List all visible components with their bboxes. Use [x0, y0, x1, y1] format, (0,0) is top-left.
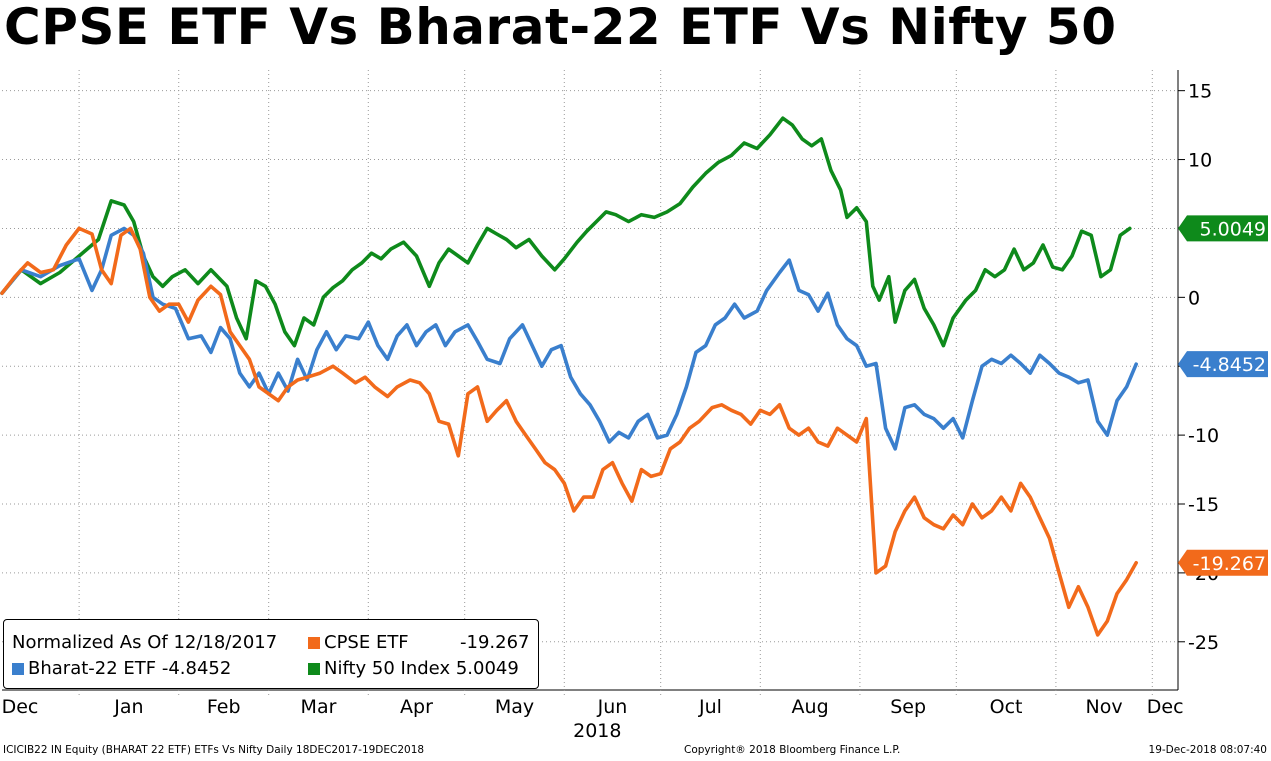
last-value-tag-cpse-etf: -19.267	[1178, 549, 1268, 576]
x-tick-label: Apr	[400, 696, 433, 718]
x-tick-label: Feb	[207, 696, 241, 718]
legend-label-cpse: CPSE ETF	[324, 632, 409, 653]
last-value-tag-label: 5.0049	[1200, 218, 1266, 240]
chart-title: CPSE ETF Vs Bharat-22 ETF Vs Nifty 50	[4, 0, 1117, 56]
line-chart: 15100-10-15-20-25DecJanFebMarAprMayJunJu…	[0, 70, 1268, 742]
y-tick-label: -10	[1188, 425, 1219, 447]
y-tick-label: 0	[1188, 287, 1200, 309]
x-tick-label: Jan	[113, 696, 143, 718]
x-tick-label: Dec	[1147, 696, 1184, 718]
x-tick-label: Dec	[2, 696, 39, 718]
legend-entry-bharat: Bharat-22 ETF -4.8452	[12, 658, 231, 679]
x-tick-label: Aug	[792, 696, 829, 718]
series-line-bharat-22-etf	[0, 226, 1138, 451]
last-value-tag-bharat-22-etf: -4.8452	[1178, 351, 1268, 378]
legend-entry-cpse: CPSE ETF	[308, 632, 409, 653]
x-tick-label: Mar	[301, 696, 337, 718]
legend-header: Normalized As Of 12/18/2017	[12, 632, 278, 653]
x-tick-label: Oct	[990, 696, 1023, 718]
y-tick-label: -15	[1188, 494, 1219, 516]
footer-timestamp: 19-Dec-2018 08:07:40	[1148, 744, 1267, 756]
legend-swatch-nifty	[308, 663, 320, 675]
last-value-tag-label: -4.8452	[1193, 354, 1266, 376]
x-tick-label: Nov	[1086, 696, 1123, 718]
x-axis-label: 2018	[573, 720, 621, 742]
legend-swatch-cpse	[308, 637, 320, 649]
legend-value-bharat: -4.8452	[161, 658, 232, 679]
chart-legend: Normalized As Of 12/18/2017 CPSE ETF -19…	[3, 619, 539, 689]
y-tick-label: -25	[1188, 632, 1219, 654]
last-value-tag-label: -19.267	[1193, 553, 1266, 575]
last-value-tag-bg	[1178, 549, 1268, 576]
x-tick-label: Jul	[698, 696, 722, 718]
last-value-tag-bg	[1178, 351, 1268, 378]
legend-swatch-bharat	[12, 663, 24, 675]
series-line-cpse-etf	[0, 226, 1138, 637]
legend-value-cpse: -19.267	[460, 632, 530, 653]
x-tick-label: Sep	[890, 696, 926, 718]
footer-copyright: Copyright® 2018 Bloomberg Finance L.P.	[684, 744, 901, 756]
series-line-nifty-50-index	[0, 116, 1132, 348]
legend-entry-nifty: Nifty 50 Index 5.0049	[308, 658, 519, 679]
last-value-tag-nifty-50-index: 5.0049	[1178, 215, 1268, 242]
last-value-tag-bg	[1178, 215, 1268, 242]
x-tick-label: May	[495, 696, 534, 718]
footer-description: ICICIB22 IN Equity (BHARAT 22 ETF) ETFs …	[3, 744, 425, 756]
legend-label-nifty: Nifty 50 Index	[324, 658, 451, 679]
legend-value-nifty: 5.0049	[455, 658, 519, 679]
x-tick-label: Jun	[597, 696, 628, 718]
y-tick-label: 15	[1188, 81, 1212, 103]
y-tick-label: 10	[1188, 150, 1212, 172]
legend-label-bharat: Bharat-22 ETF	[28, 658, 157, 679]
